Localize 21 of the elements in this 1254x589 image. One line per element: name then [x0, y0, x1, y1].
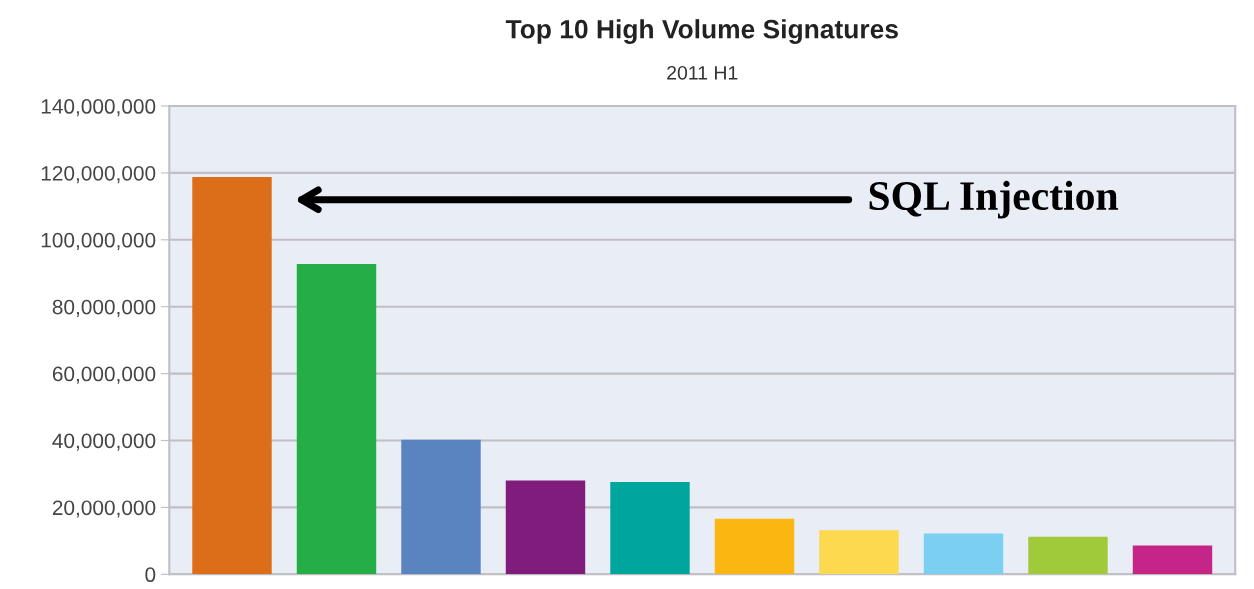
bar [819, 530, 899, 575]
y-tick-label: 0 [145, 567, 156, 583]
bar [192, 176, 272, 575]
bar [505, 480, 586, 575]
annotation: SQL Injection [869, 180, 1119, 219]
bar [1028, 536, 1108, 575]
bar [610, 481, 690, 575]
y-tick-label: 40,000,000 [52, 433, 156, 451]
y-tick-label: 140,000,000 [41, 99, 156, 117]
y-tick-label: 80,000,000 [52, 299, 156, 317]
bar [296, 263, 377, 575]
y-tick-label: 120,000,000 [41, 165, 156, 184]
y-tick-label: 60,000,000 [52, 366, 156, 384]
chart-title: Top 10 High Volume Signatures [505, 19, 898, 44]
chart-subtitle: 2011 H1 [667, 65, 738, 80]
bar [1132, 545, 1213, 575]
y-tick-label: 100,000,000 [41, 232, 156, 251]
y-tick-label: 20,000,000 [52, 500, 156, 518]
bar [923, 533, 1004, 575]
bar [401, 439, 481, 575]
bar [714, 518, 795, 575]
